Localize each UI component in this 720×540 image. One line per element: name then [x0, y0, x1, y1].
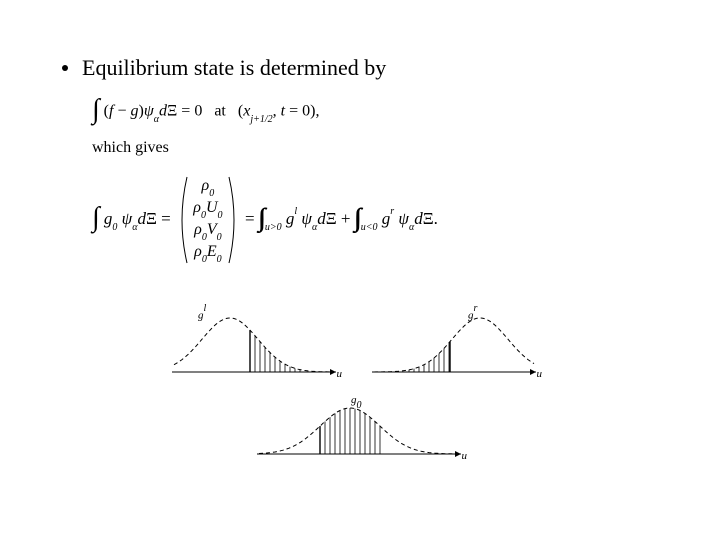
at-text: at — [214, 103, 226, 120]
close-paren: ), — [310, 103, 319, 120]
equation-2: ∫ g0 ψαdΞ = ρ0 ρ0U0 ρ0V0 ρ0E0 = ∫∫u>0 gl… — [92, 175, 438, 265]
comma: , — [273, 103, 281, 120]
minus: − — [113, 103, 130, 120]
plot-gl-svg — [170, 310, 340, 382]
plot-gl-label: gl — [198, 306, 206, 322]
big-lparen — [175, 175, 189, 265]
bullet-text: Equilibrium state is determined by — [82, 55, 386, 80]
plot-gr-u: u — [537, 368, 543, 380]
d4: d — [414, 209, 423, 228]
alpha4: α — [409, 222, 414, 233]
plot-gl: gl u — [170, 310, 340, 382]
x-sub: j+1/2 — [250, 114, 272, 125]
int1-domain: u>0 — [265, 222, 282, 233]
plot-gl-u: u — [337, 368, 343, 380]
eq-zero: = 0 — [177, 103, 202, 120]
plot-gr: gr u — [370, 310, 540, 382]
integral-sign: ∫ — [92, 94, 100, 126]
plots-region: gl u gr u g0 u — [170, 310, 570, 510]
vec-row-1: ρ0 — [193, 176, 222, 198]
alpha3: α — [312, 222, 317, 233]
column-vector: ρ0 ρ0U0 ρ0V0 ρ0E0 — [193, 176, 222, 265]
vec-row-2: ρ0U0 — [193, 198, 222, 220]
plus: + — [341, 209, 355, 228]
bullet-line: Equilibrium state is determined by — [62, 55, 386, 81]
equation-1: ∫ (f − g)ψαdΞ = 0 at (xj+1/2, t = 0), — [92, 96, 319, 128]
plot-g0-svg — [255, 402, 465, 464]
plot-gr-svg — [370, 310, 540, 382]
final-dot: . — [434, 209, 438, 228]
xi4: Ξ — [423, 209, 434, 228]
d2: d — [137, 209, 146, 228]
integral-sign-2: ∫ — [92, 202, 100, 234]
plot-gr-label: gr — [468, 306, 477, 322]
plot-g0-label: g0 — [351, 394, 362, 409]
plot-g0-u: u — [462, 450, 468, 462]
alpha2: α — [132, 222, 137, 233]
g-l-sup: l — [294, 206, 297, 217]
xi3: Ξ — [326, 209, 337, 228]
g0-sub: 0 — [112, 222, 117, 233]
plot-g0: g0 u — [255, 402, 465, 464]
psi4: ψ — [398, 209, 409, 228]
alpha-sub: α — [154, 114, 159, 125]
d3: d — [317, 209, 326, 228]
vec-row-3: ρ0V0 — [193, 220, 222, 242]
xi2: Ξ — [146, 209, 157, 228]
psi: ψ — [144, 103, 154, 120]
equals-2: = — [245, 209, 259, 228]
equals: = — [161, 209, 175, 228]
g-r: g — [382, 209, 391, 228]
vec-row-4: ρ0E0 — [193, 242, 222, 264]
d: d — [159, 103, 167, 120]
psi3: ψ — [301, 209, 312, 228]
g-r-sup: r — [390, 206, 394, 217]
which-gives: which gives — [92, 139, 169, 157]
xi: Ξ — [167, 103, 177, 120]
t-eq-zero: = 0 — [285, 103, 310, 120]
big-rparen — [227, 175, 241, 265]
psi2: ψ — [122, 209, 133, 228]
int2-domain: u<0 — [361, 222, 378, 233]
bullet-dot — [62, 65, 68, 71]
